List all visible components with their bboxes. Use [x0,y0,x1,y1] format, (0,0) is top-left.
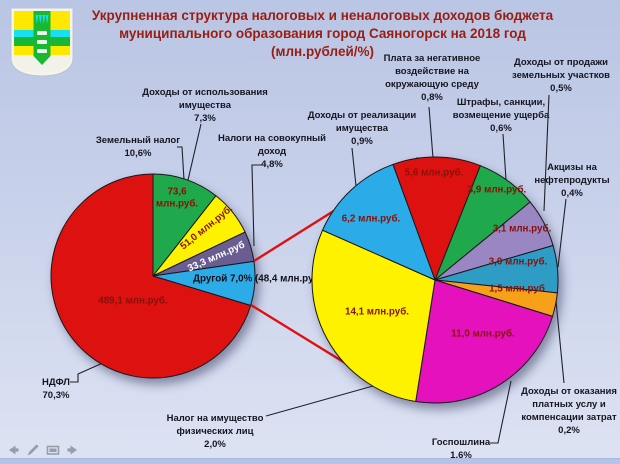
callout-aktsizy: Акцизы на нефтепродукты 0,4% [534,161,609,200]
callout-ispolz: Доходы от использования имущества 7,3% [142,86,268,125]
leader-line-aktsizy [557,198,567,268]
callout-text-line: доход [257,146,287,157]
pie-slice-secondary-pie-5 [415,279,554,404]
slide-title-line2: муниципального образования город Саяного… [119,26,526,41]
callout-text-line: платных услу и [532,399,606,410]
callout-gosposhlina: Госпошлина 1,6% [432,436,490,462]
slice-value-label: 11,0 млн.руб. [451,329,515,340]
leader-line-sovokup [251,164,265,247]
leader-line-realiz [351,147,357,187]
callout-text-line: физических лиц [176,426,254,437]
pen-tool-icon[interactable] [25,442,41,458]
leader-line-gosposhlina [490,380,512,444]
pie-slice-secondary-pie-6 [311,229,436,403]
slice-value-label: 1,5 млн.руб [489,284,545,295]
callout-text-line: Плата за негативное [383,53,481,64]
callout-text-line: Доходы от реализации [307,110,417,121]
callout-percent: 4,8% [261,159,283,170]
callout-percent: 0,5% [550,83,572,94]
leader-line-zemelny [177,146,185,181]
slice-value-label: 14,1 млн.руб. [345,307,409,318]
callout-text-line: Доходы от продажи [514,57,608,68]
callout-text-line: Акцизы на [547,162,597,173]
callout-text-line: имущества [335,123,389,134]
slide-title-line1: Укрупненная структура налоговых и ненало… [91,8,554,23]
series-connector-line-2 [250,303,351,368]
callout-percent: 2,0% [204,439,226,450]
slide-title-line3: (млн.рублей/%) [271,44,374,59]
pie-slice-secondary-pie-0 [392,156,482,282]
callout-plata: Плата за негативное воздействие на окружаю… [384,52,481,104]
slice-value-label: 3,9 млн.руб. [468,185,527,196]
slice-value-label: 3,0 млн.руб. [489,257,548,268]
callout-shtrafy: Штрафы, санкции, возмещение ущерба 0,6% [453,96,550,135]
callout-percent: 0,4% [561,188,583,199]
callout-text-line: компенсации затрат [521,412,617,423]
leader-line-shtrafy [502,133,507,181]
callout-percent: 10,6% [124,148,152,159]
callout-text-line: окружающую среду [385,79,479,90]
next-slide-arrow-icon[interactable] [65,442,81,458]
callout-realiz: Доходы от реализации имущества 0,9% [308,109,416,148]
pie-slice-main-pie-0 [152,173,217,278]
previous-slide-arrow-icon[interactable] [5,442,21,458]
slide-title: Укрупненная структура налоговых и ненало… [55,7,590,61]
city-coat-of-arms [10,7,74,77]
callout-percent: 0,6% [490,123,512,134]
slice-value-label: 3,1 млн.руб. [493,224,552,235]
callout-text-line: земельных участков [511,70,611,81]
callout-platnye: Доходы от оказания платных услу и компенса… [521,385,617,437]
slice-value-label: 6,2 млн.руб. [342,214,401,225]
main-pie [50,173,256,379]
leader-line-plata [428,106,434,159]
slice-value-label: Другой 7,0% (48,4 млн.руб.) [193,274,326,285]
callout-prodazha: Доходы от продажи земельных участков 0,5% [512,56,610,95]
callout-percent: 70,3% [42,390,70,401]
callout-sovokup: Налоги на совокупный доход 4,8% [218,132,326,171]
callout-percent: 7,3% [194,113,216,124]
callout-percent: 0,8% [421,92,443,103]
callout-text-line: Налоги на совокупный [217,133,327,144]
callout-percent: 1,6% [450,450,472,461]
pie-slice-main-pie-4 [50,173,252,379]
callout-zemelny: Земельный налог 10,6% [96,134,180,160]
callout-text-line: воздействие на [395,66,469,77]
leader-line-platnye [555,300,565,384]
callout-percent: 0,2% [558,425,580,436]
callout-text-line: Доходы от использования [142,87,268,98]
slice-value-label: 489,1 млн.руб. [98,296,168,307]
pie-slice-secondary-pie-7 [321,163,436,281]
slide-bottom-strip [0,458,620,464]
callout-text-line: имущества [178,100,232,111]
callout-text-line: Госпошлина [431,437,491,448]
callout-text-line: Доходы от оказания [521,386,617,397]
callout-text-line: НДФЛ [42,377,70,388]
slice-value-label: 5,6 млн.руб. [405,168,464,179]
slice-value-label: 73,6 млн.руб. [156,187,198,210]
callout-text-line: Земельный налог [95,135,181,146]
leader-line-nalog_imush [265,385,374,417]
callout-text-line: Налог на имущество [166,413,264,424]
callout-text-line: возмещение ущерба [452,110,550,121]
callout-nalog_imush: Налог на имущество физических лиц 2,0% [167,412,264,451]
callout-ndfl: НДФЛ 70,3% [42,376,70,402]
callout-text-line: Штрафы, санкции, [456,97,546,108]
callout-percent: 0,9% [351,136,373,147]
leader-line-prodazha [543,94,550,212]
callout-text-line: нефтепродукты [534,175,610,186]
leader-line-ndfl [70,361,106,383]
slideshow-nav [5,442,81,458]
secondary-pie [311,156,559,404]
slide-menu-icon[interactable] [45,442,61,458]
